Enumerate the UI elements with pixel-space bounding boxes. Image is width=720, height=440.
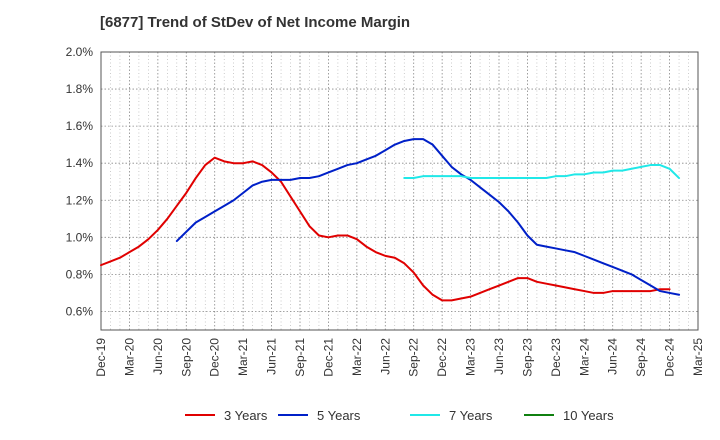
y-tick-label: 0.6% bbox=[66, 304, 94, 318]
x-tick-label: Dec-21 bbox=[321, 338, 335, 377]
y-tick-label: 2.0% bbox=[66, 45, 94, 59]
legend-label: 3 Years bbox=[224, 408, 268, 423]
plot-border bbox=[100, 51, 699, 331]
x-tick-label: Mar-22 bbox=[350, 338, 364, 376]
series-line-7-years bbox=[403, 164, 681, 180]
chart-title: [6877] Trend of StDev of Net Income Marg… bbox=[100, 14, 411, 31]
y-tick-label: 1.0% bbox=[66, 230, 94, 244]
x-tick-label: Dec-23 bbox=[549, 338, 563, 377]
legend-label: 5 Years bbox=[317, 408, 361, 423]
x-tick-label: Jun-20 bbox=[151, 338, 165, 375]
x-tick-label: Dec-24 bbox=[663, 338, 677, 377]
x-tick-label: Dec-20 bbox=[208, 338, 222, 377]
x-tick-label: Sep-20 bbox=[179, 338, 193, 377]
x-tick-label: Sep-21 bbox=[293, 338, 307, 377]
x-tick-label: Mar-21 bbox=[236, 338, 250, 376]
series-line-3-years bbox=[100, 156, 671, 302]
x-tick-label: Jun-24 bbox=[606, 338, 620, 375]
x-tick-label: Mar-24 bbox=[577, 338, 591, 376]
x-tick-label: Dec-19 bbox=[94, 338, 108, 377]
x-tick-label: Sep-22 bbox=[407, 338, 421, 377]
x-tick-label: Sep-23 bbox=[520, 338, 534, 377]
plot-area bbox=[101, 52, 698, 330]
x-tick-label: Mar-20 bbox=[122, 338, 136, 376]
x-tick-label: Jun-22 bbox=[378, 338, 392, 375]
series-line-5-years bbox=[175, 138, 681, 296]
x-tick-label: Jun-23 bbox=[492, 338, 506, 375]
x-tick-label: Sep-24 bbox=[634, 338, 648, 377]
legend-label: 7 Years bbox=[449, 408, 493, 423]
y-tick-label: 0.8% bbox=[66, 267, 94, 281]
y-tick-label: 1.6% bbox=[66, 119, 94, 133]
x-tick-label: Dec-22 bbox=[435, 338, 449, 377]
x-tick-label: Mar-23 bbox=[464, 338, 478, 376]
y-tick-label: 1.4% bbox=[66, 156, 94, 170]
x-tick-label: Jun-21 bbox=[265, 338, 279, 375]
x-tick-label: Mar-25 bbox=[691, 338, 705, 376]
y-tick-label: 1.2% bbox=[66, 193, 94, 207]
y-tick-label: 1.8% bbox=[66, 82, 94, 96]
legend-label: 10 Years bbox=[563, 408, 614, 423]
